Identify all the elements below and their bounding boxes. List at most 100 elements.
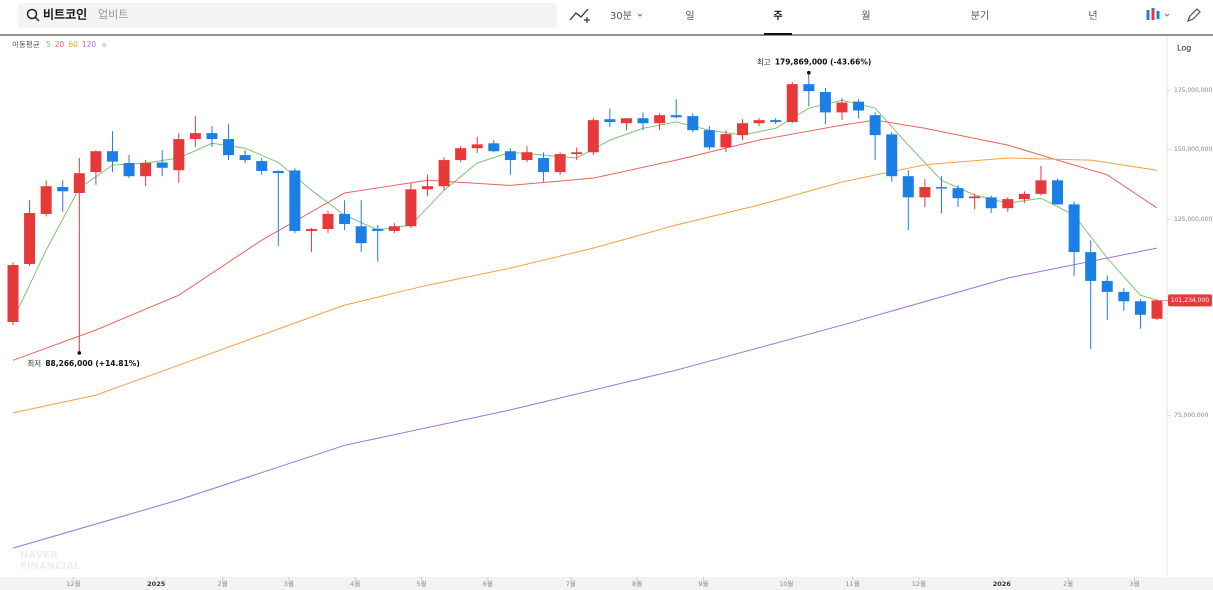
tab[interactable]: 월 — [861, 10, 870, 22]
candle-body — [40, 186, 52, 214]
x-tick-label: 12월 — [66, 579, 80, 588]
candle-body — [24, 213, 36, 264]
candle-body — [372, 228, 384, 231]
x-tick-label: 7월 — [566, 579, 576, 588]
candle-body — [305, 229, 317, 231]
candle-body — [737, 123, 749, 136]
candle-body — [571, 152, 583, 155]
candle-body — [1018, 193, 1030, 200]
candle-body — [455, 148, 467, 161]
x-tick-label: 8월 — [632, 579, 642, 588]
high-value: 179,869,000 (-43.66%) — [775, 58, 871, 67]
search-text: 비트코인 — [43, 7, 87, 22]
candle-body — [488, 143, 500, 152]
x-tick-label: 6월 — [483, 579, 493, 588]
candle-body — [969, 196, 981, 199]
candle-body — [140, 162, 152, 177]
candle-body — [753, 120, 765, 124]
moving-average — [12, 247, 1158, 549]
moving-average — [12, 99, 1158, 321]
indicator-icon — [584, 17, 590, 23]
candle-body — [421, 186, 433, 190]
legend-entry: 120 — [82, 40, 97, 49]
candle-body — [1151, 300, 1163, 319]
tab[interactable]: 년 — [1088, 10, 1097, 22]
x-tick-label: 12월 — [912, 579, 926, 588]
candle-body — [322, 213, 334, 230]
candle-body — [57, 187, 69, 192]
y-tick-label: 125,000,000 — [1174, 216, 1212, 223]
indicator-icon[interactable] — [569, 8, 589, 21]
candle-body — [985, 197, 997, 209]
candle-body — [7, 265, 19, 322]
candle-body — [687, 116, 699, 131]
candle-body — [853, 101, 865, 111]
candle-body — [388, 226, 400, 231]
candle-body — [206, 133, 218, 140]
candle-body — [1134, 301, 1146, 315]
search-icon — [34, 16, 40, 22]
x-tick-label: 2025 — [147, 580, 166, 588]
candle-body — [1052, 180, 1064, 205]
high-marker — [807, 70, 811, 75]
x-tick-label: 4월 — [350, 579, 360, 588]
candle-body — [256, 161, 268, 172]
x-tick-label: 3월 — [1129, 579, 1139, 588]
candle-body — [670, 115, 682, 118]
legend-settings[interactable] — [101, 42, 107, 48]
pencil-icon[interactable] — [1186, 8, 1201, 23]
candle-body — [819, 92, 831, 113]
x-tick-label: 2월 — [1063, 579, 1073, 588]
x-tick-label: 2월 — [217, 579, 227, 588]
candle-body — [90, 151, 102, 173]
candle-body — [355, 226, 367, 244]
candle-body — [272, 171, 284, 174]
dropdown — [1164, 13, 1170, 17]
low-label: 최저 — [27, 358, 41, 368]
moving-average — [12, 119, 1158, 361]
tab[interactable]: 30분 — [610, 10, 632, 22]
y-tick-label: 75,000,000 — [1174, 412, 1209, 419]
candle-body — [73, 173, 85, 194]
candle-body — [637, 118, 649, 124]
candle-body — [720, 134, 732, 148]
scale-label[interactable]: Log — [1177, 44, 1191, 53]
x-tick-label: 9월 — [698, 579, 708, 588]
candle-body — [504, 151, 516, 161]
x-tick-label: 10월 — [779, 579, 793, 588]
candle-body — [106, 151, 118, 162]
candle-body — [620, 118, 632, 124]
candle-body — [223, 139, 235, 156]
candle-body — [156, 162, 168, 168]
price-label: 101,234,000 — [1171, 297, 1209, 304]
tab[interactable]: 주 — [773, 10, 782, 22]
candle-body — [554, 154, 566, 173]
legend-entry: 20 — [55, 40, 65, 49]
x-tick-label: 2026 — [993, 580, 1012, 588]
candle-body — [1002, 199, 1014, 209]
candle-body — [438, 160, 450, 187]
dropdown — [637, 13, 643, 17]
legend-title: 이동평균 — [12, 39, 40, 49]
candle-body — [405, 189, 417, 227]
y-tick-label: 175,000,000 — [1174, 87, 1212, 94]
candle-body — [919, 187, 931, 198]
candle-body — [1118, 291, 1130, 302]
candle-body — [952, 188, 964, 199]
candle-body — [471, 144, 483, 149]
low-value: 88,266,000 (+14.81%) — [45, 359, 139, 368]
tab[interactable]: 일 — [685, 10, 694, 22]
candle-body — [289, 170, 301, 231]
y-tick-label: 150,000,000 — [1174, 146, 1212, 153]
candle-body — [1068, 204, 1080, 253]
watermark: FINANCIAL — [20, 561, 81, 572]
tab[interactable]: 분기 — [971, 10, 989, 22]
candle-body — [902, 176, 914, 198]
candle-body — [538, 157, 550, 173]
candle-body — [587, 120, 599, 153]
search-box[interactable] — [18, 3, 557, 28]
candle-body — [1035, 180, 1047, 194]
x-tick-label: 3월 — [284, 579, 294, 588]
